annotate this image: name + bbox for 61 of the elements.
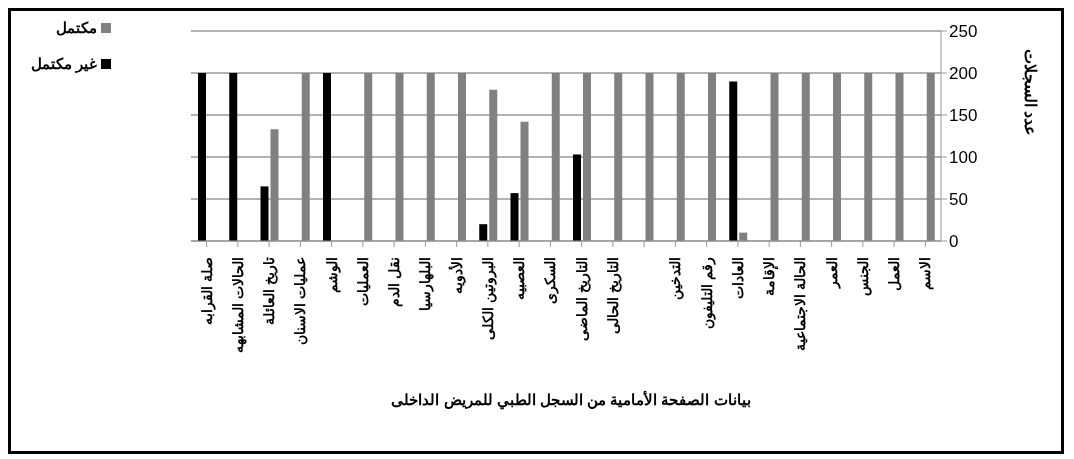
x-tick-label: السكرى [542, 257, 560, 304]
legend-label: غير مكتمل [31, 55, 98, 73]
x-tick-label: التاريخ الحالى [604, 257, 622, 334]
bar [198, 73, 206, 241]
x-tick-label: التدخين [667, 257, 685, 300]
y-tick-label: 150 [949, 106, 978, 126]
bar [864, 73, 873, 241]
bar [770, 73, 779, 241]
bar [708, 73, 716, 241]
y-tick-label: 50 [949, 190, 968, 210]
bar [895, 73, 904, 241]
x-tick-label: تاريخ العائلة [261, 257, 279, 325]
x-tick-label: الوشم [323, 257, 341, 293]
bar [645, 73, 654, 241]
x-tick-label: رقم التليفون [698, 257, 716, 329]
bar [395, 73, 404, 241]
x-tick-label: نقل الدم [386, 257, 404, 307]
bar [229, 73, 238, 241]
x-tick-label: العمل [886, 257, 903, 291]
x-tick-label: العمليات [354, 257, 371, 306]
x-tick-label: العصبيه [511, 257, 528, 300]
bar [489, 89, 498, 241]
x-tick-label: العادات [729, 257, 746, 299]
bar [426, 73, 435, 241]
bar [583, 73, 591, 241]
bar [926, 73, 935, 241]
x-tick-label: الإقامة [761, 257, 780, 296]
x-tick-label: التاريخ الماضى [573, 257, 591, 341]
bar [364, 73, 373, 241]
x-tick-label: الحالات المشابهه [229, 257, 247, 353]
y-axis-title: عدد السجلات [1022, 48, 1040, 136]
x-tick-label: العمر [823, 257, 841, 289]
bar [323, 73, 331, 241]
x-tick-label: البلهارسيا [417, 257, 435, 311]
y-tick-label: 200 [949, 64, 978, 84]
x-tick-label: الأدويه [447, 257, 466, 294]
bar [801, 73, 810, 241]
x-tick-label: الحالة الاجتماعية [792, 257, 809, 351]
bar [551, 73, 560, 241]
bar [729, 81, 738, 241]
text: بيانات الصفحة الأمامية من السجل الطبي للمريض الداخلى [390, 391, 752, 409]
bar [676, 73, 685, 241]
bar [260, 186, 269, 241]
x-tick-label: صلة القرابه [198, 257, 216, 325]
y-tick-label: 0 [949, 232, 959, 252]
bar [301, 73, 310, 241]
bar [270, 129, 279, 241]
bar [510, 193, 519, 241]
bar [614, 73, 623, 241]
bar [573, 154, 581, 241]
x-tick-label: الجنس [854, 257, 872, 296]
x-tick-label: الاسم [917, 257, 935, 290]
bar [458, 73, 466, 241]
bar [479, 224, 488, 241]
y-tick-label: 250 [949, 22, 978, 42]
legend-label: مكتمل [56, 19, 98, 37]
bar [520, 121, 529, 241]
bar [833, 73, 841, 241]
x-tick-label: عمليات الاسنان [292, 257, 309, 345]
y-tick-label: 100 [949, 148, 978, 168]
x-tick-label: البروتين الكلى [479, 257, 497, 340]
